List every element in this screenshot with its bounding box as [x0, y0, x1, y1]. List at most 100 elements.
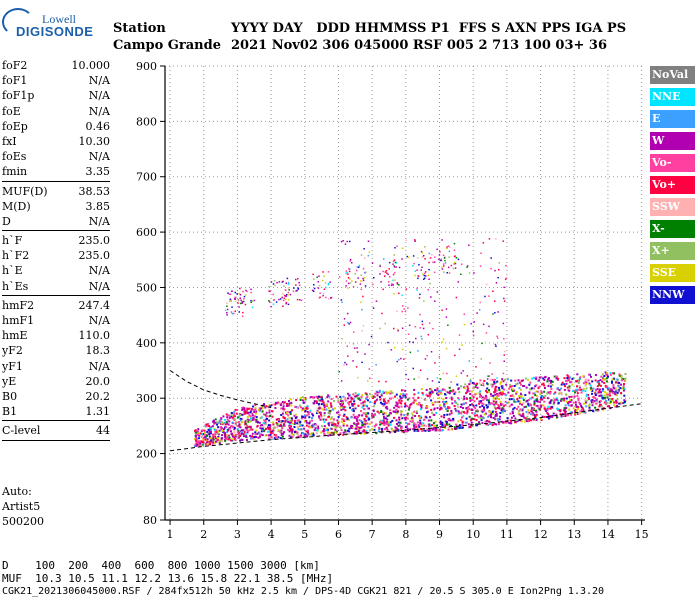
- echo-point: [462, 407, 464, 409]
- echo-point: [416, 289, 418, 291]
- param-name: foF2: [2, 59, 28, 72]
- echo-point: [401, 247, 404, 249]
- echo-point: [314, 423, 317, 426]
- echo-point: [565, 400, 568, 403]
- echo-point: [280, 434, 283, 437]
- echo-point: [397, 328, 399, 331]
- echo-point: [385, 380, 387, 383]
- echo-point: [535, 384, 538, 387]
- echo-point: [488, 420, 491, 423]
- echo-point: [466, 385, 469, 388]
- echo-point: [524, 420, 527, 423]
- echo-point: [392, 429, 395, 432]
- echo-point: [544, 409, 547, 412]
- logo-brand-bottom: DIGISONDE: [16, 24, 94, 39]
- echo-point: [378, 426, 380, 429]
- echo-point: [371, 262, 374, 264]
- echo-point: [338, 414, 341, 416]
- echo-point: [339, 398, 342, 401]
- echo-point: [372, 307, 375, 309]
- echo-point: [591, 404, 594, 407]
- echo-point: [356, 423, 359, 426]
- echo-point: [555, 376, 558, 379]
- echo-point: [431, 391, 434, 394]
- echo-point: [503, 286, 505, 289]
- echo-point: [321, 425, 323, 428]
- echo-point: [193, 445, 196, 448]
- echo-point: [291, 430, 294, 433]
- echo-point: [559, 410, 562, 413]
- echo-point: [206, 440, 209, 443]
- echo-point: [332, 425, 335, 427]
- echo-point: [345, 273, 347, 275]
- echo-point: [393, 259, 396, 261]
- echo-point: [422, 273, 424, 275]
- echo-point: [550, 399, 552, 402]
- echo-point: [365, 271, 367, 274]
- echo-point: [361, 308, 363, 311]
- echo-point: [528, 420, 530, 422]
- echo-point: [398, 292, 400, 295]
- echo-point: [559, 413, 562, 416]
- echo-point: [347, 282, 350, 285]
- echo-point: [341, 404, 344, 407]
- echo-point: [489, 413, 492, 416]
- echo-point: [535, 405, 538, 407]
- echo-point: [472, 334, 475, 337]
- echo-point: [478, 309, 481, 311]
- echo-point: [342, 415, 345, 417]
- echo-point: [322, 430, 325, 433]
- echo-point: [450, 410, 453, 412]
- echo-point: [239, 294, 242, 296]
- echo-point: [271, 430, 274, 433]
- x-tick-label: 5: [301, 528, 308, 541]
- echo-point: [322, 418, 325, 421]
- echo-point: [591, 389, 594, 392]
- echo-point: [424, 271, 427, 273]
- echo-point: [293, 430, 296, 433]
- echo-point: [381, 429, 383, 432]
- echo-point: [525, 420, 528, 423]
- echo-point: [280, 432, 283, 435]
- echo-point: [603, 378, 606, 381]
- echo-point: [576, 394, 579, 397]
- echo-point: [224, 439, 227, 442]
- echo-point: [546, 412, 549, 414]
- echo-point: [518, 413, 521, 416]
- echo-point: [472, 330, 474, 333]
- echo-point: [618, 373, 621, 376]
- echo-point: [251, 428, 254, 431]
- echo-point: [328, 298, 330, 300]
- echo-point: [448, 407, 451, 410]
- auto-version: 500200: [2, 515, 44, 528]
- echo-point: [354, 395, 357, 398]
- echo-point: [244, 426, 247, 429]
- echo-point: [494, 269, 496, 272]
- echo-point: [544, 394, 547, 397]
- param-name: h`F: [2, 234, 23, 248]
- echo-point: [406, 427, 409, 430]
- echo-point: [598, 383, 601, 386]
- echo-point: [443, 401, 446, 404]
- echo-point: [486, 391, 489, 394]
- echo-point: [560, 383, 563, 386]
- echo-point: [448, 386, 451, 389]
- param-row: h`E N/A: [2, 263, 110, 278]
- echo-point: [320, 398, 323, 401]
- echo-point: [274, 403, 276, 406]
- echo-point: [496, 377, 498, 379]
- echo-point: [268, 419, 271, 422]
- echo-point: [254, 418, 256, 421]
- echo-point: [494, 381, 497, 384]
- echo-point: [360, 274, 362, 276]
- echo-point: [471, 394, 474, 397]
- echo-point: [344, 418, 347, 421]
- echo-point: [269, 427, 272, 430]
- echo-point: [359, 283, 362, 285]
- echo-point: [428, 424, 431, 427]
- echo-point: [481, 383, 484, 386]
- echo-point: [402, 416, 405, 419]
- echo-point: [516, 408, 518, 410]
- echo-point: [530, 407, 533, 410]
- echo-point: [623, 399, 626, 402]
